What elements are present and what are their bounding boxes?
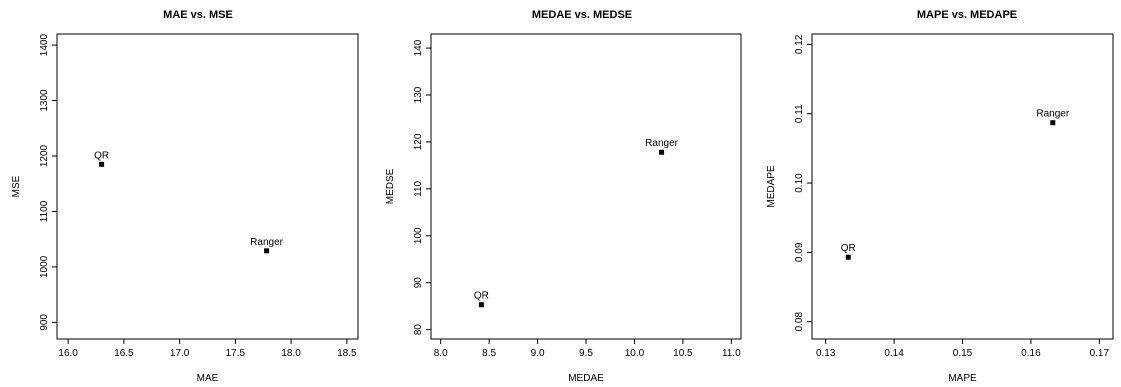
chart-title: MAPE vs. MEDAPE: [917, 9, 1017, 21]
plot-frame: [56, 33, 359, 340]
x-tick-label: 16.0: [58, 348, 78, 359]
x-axis-label: MAPE: [948, 373, 977, 384]
y-tick-label: 1100: [39, 200, 50, 222]
plot-frame: [811, 33, 1114, 340]
x-tick-label: 17.0: [170, 348, 190, 359]
chart-panel: MEDAE vs. MEDSE 8.0 8.5 9.0 9.5 10.0 10.5 11.0 M…: [385, 9, 742, 384]
y-tick-label: 1300: [39, 89, 50, 112]
y-tick-label: 130: [413, 86, 424, 103]
x-axis-label: MAE: [197, 373, 219, 384]
chart-panel: MAE vs. MSE 16.0 16.5 17.0 17.5 18.0 18.5 MAE 90…: [11, 9, 359, 384]
point-label: QR: [841, 243, 856, 254]
x-tick-label: 18.0: [281, 348, 301, 359]
point-label: QR: [474, 291, 489, 302]
x-tick-label: 0.16: [1021, 348, 1041, 359]
x-tick-label: 8.5: [482, 348, 496, 359]
y-tick-label: 0.11: [794, 104, 805, 123]
y-axis-label: MEDAPE: [766, 165, 777, 208]
y-tick-label: 900: [39, 314, 50, 331]
point-label: Ranger: [250, 237, 283, 248]
y-tick-label: 0.09: [794, 242, 805, 262]
data-point: [659, 149, 665, 155]
y-tick-label: 140: [413, 39, 424, 56]
x-axis-label: MEDAE: [568, 373, 604, 384]
x-tick-label: 10.5: [673, 348, 693, 359]
y-tick-label: 120: [413, 133, 424, 150]
x-tick-label: 8.0: [434, 348, 448, 359]
y-axis-label: MSE: [11, 175, 22, 197]
y-tick-label: 1000: [39, 255, 50, 278]
y-tick-label: 90: [413, 277, 424, 289]
x-tick-label: 11.0: [722, 348, 741, 359]
data-point: [845, 254, 851, 260]
point-label: Ranger: [1036, 109, 1069, 120]
x-tick-label: 9.5: [579, 348, 593, 359]
x-tick-label: 0.13: [816, 348, 836, 359]
y-tick-label: 1400: [39, 34, 50, 57]
x-tick-label: 10.0: [625, 348, 645, 359]
x-tick-label: 0.15: [953, 348, 973, 359]
y-axis-label: MEDSE: [385, 168, 396, 204]
y-tick-label: 110: [413, 180, 424, 196]
chart-title: MAE vs. MSE: [163, 9, 233, 21]
y-tick-label: 0.12: [794, 34, 805, 54]
chart-title: MEDAE vs. MEDSE: [532, 9, 632, 21]
x-tick-label: 0.17: [1090, 348, 1110, 359]
point-label: Ranger: [645, 138, 678, 149]
y-tick-label: 100: [413, 227, 424, 244]
x-tick-label: 16.5: [114, 348, 134, 359]
y-tick-label: 80: [413, 324, 424, 336]
x-tick-label: 18.5: [337, 348, 357, 359]
x-tick-label: 9.0: [531, 348, 545, 359]
chart-panel: MAPE vs. MEDAPE 0.13 0.14 0.15 0.16 0.17 MAPE 0…: [766, 9, 1114, 384]
x-tick-label: 0.14: [884, 348, 904, 359]
data-point: [478, 302, 484, 308]
data-point: [1050, 120, 1056, 126]
y-tick-label: 0.10: [794, 173, 805, 193]
point-label: QR: [94, 150, 109, 161]
x-tick-label: 17.5: [226, 348, 246, 359]
y-tick-label: 1200: [39, 144, 50, 167]
data-point: [264, 248, 270, 254]
data-point: [99, 161, 105, 167]
y-tick-label: 0.08: [794, 312, 805, 332]
